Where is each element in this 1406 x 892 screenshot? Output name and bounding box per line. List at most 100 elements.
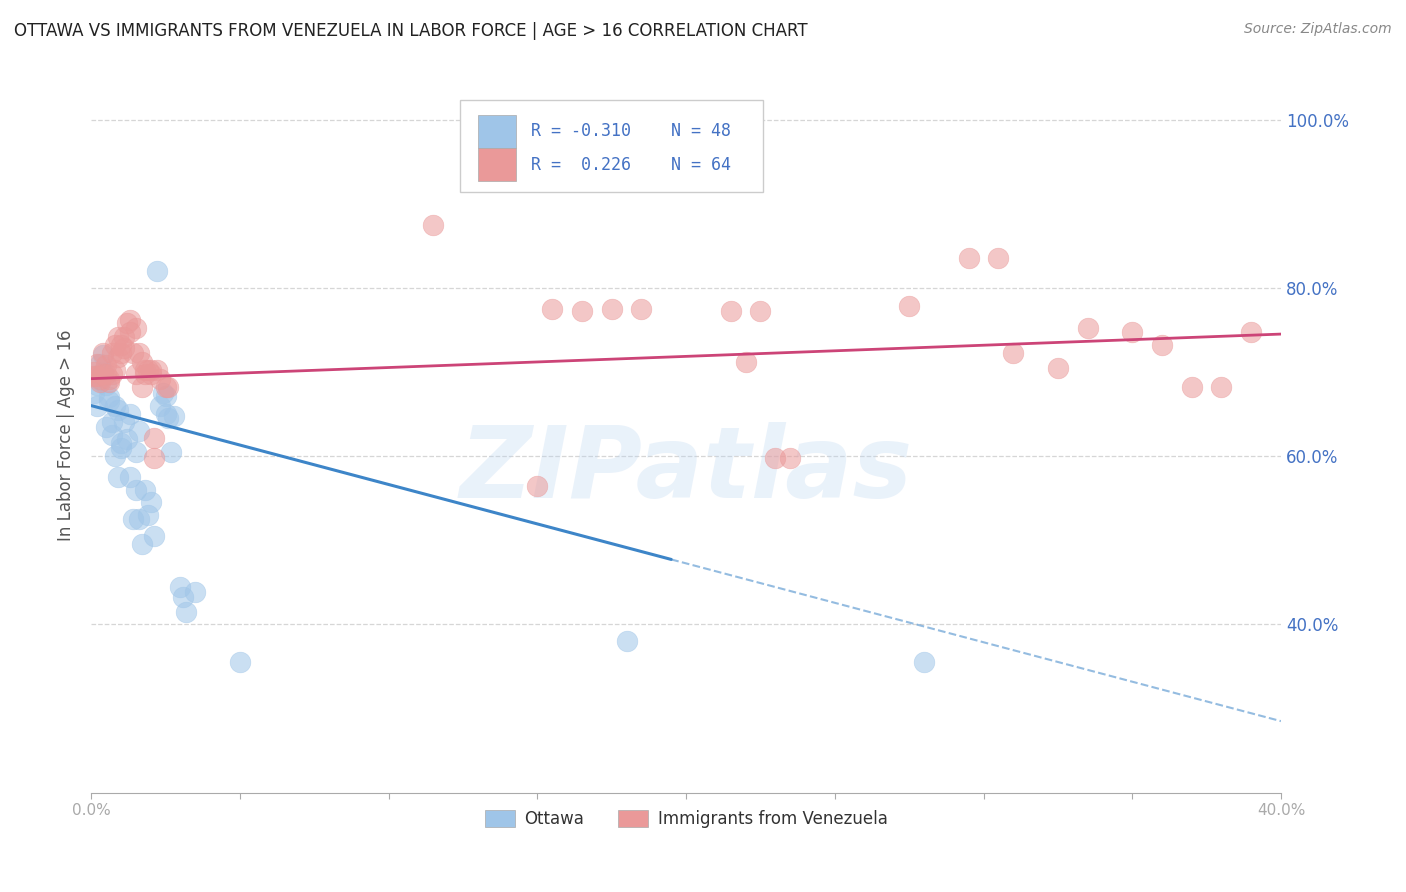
Point bbox=[86, 357, 108, 371]
Point bbox=[957, 252, 980, 266]
Point bbox=[1121, 325, 1143, 339]
Point bbox=[1150, 338, 1173, 352]
Point bbox=[98, 390, 121, 404]
Point bbox=[1211, 380, 1233, 394]
Point bbox=[101, 428, 124, 442]
Point bbox=[121, 346, 143, 360]
Point bbox=[779, 450, 801, 465]
Point bbox=[125, 483, 148, 497]
Point bbox=[89, 372, 111, 386]
Point bbox=[136, 508, 159, 522]
Point bbox=[115, 316, 138, 330]
Point bbox=[107, 470, 129, 484]
Point bbox=[157, 411, 180, 425]
Point bbox=[104, 338, 127, 352]
Point bbox=[139, 363, 162, 377]
Point bbox=[600, 301, 623, 316]
Y-axis label: In Labor Force | Age > 16: In Labor Force | Age > 16 bbox=[58, 329, 75, 541]
Point bbox=[145, 264, 167, 278]
Point bbox=[91, 348, 114, 362]
Point bbox=[94, 377, 117, 392]
Point bbox=[98, 375, 121, 389]
Point bbox=[630, 301, 652, 316]
Point bbox=[148, 372, 170, 386]
Point bbox=[110, 436, 132, 450]
Point bbox=[134, 367, 156, 381]
Point bbox=[118, 312, 141, 326]
Point bbox=[142, 431, 165, 445]
Point bbox=[155, 388, 177, 402]
Point bbox=[104, 399, 127, 413]
Point bbox=[118, 325, 141, 339]
Point bbox=[131, 380, 153, 394]
Point bbox=[176, 605, 198, 619]
Point bbox=[142, 450, 165, 465]
FancyBboxPatch shape bbox=[478, 148, 516, 181]
Point bbox=[107, 350, 129, 364]
Point bbox=[91, 367, 114, 381]
Point bbox=[134, 363, 156, 377]
Text: R =  0.226    N = 64: R = 0.226 N = 64 bbox=[531, 156, 731, 174]
Point bbox=[128, 346, 150, 360]
Point bbox=[169, 580, 191, 594]
Point bbox=[148, 399, 170, 413]
Text: OTTAWA VS IMMIGRANTS FROM VENEZUELA IN LABOR FORCE | AGE > 16 CORRELATION CHART: OTTAWA VS IMMIGRANTS FROM VENEZUELA IN L… bbox=[14, 22, 807, 40]
Point bbox=[131, 537, 153, 551]
Point bbox=[94, 367, 117, 381]
Point bbox=[83, 386, 105, 401]
Point bbox=[118, 470, 141, 484]
Point bbox=[160, 445, 183, 459]
Point bbox=[616, 634, 638, 648]
Point bbox=[145, 363, 167, 377]
Text: ZIPatlas: ZIPatlas bbox=[460, 422, 912, 519]
Point bbox=[101, 346, 124, 360]
Point bbox=[155, 407, 177, 421]
Point bbox=[91, 365, 114, 379]
Point bbox=[720, 304, 742, 318]
Point bbox=[139, 495, 162, 509]
Point bbox=[1002, 346, 1025, 360]
Point bbox=[128, 424, 150, 438]
Point bbox=[104, 449, 127, 463]
Point bbox=[118, 407, 141, 421]
Point bbox=[104, 363, 127, 377]
Point bbox=[229, 655, 252, 669]
Point bbox=[125, 367, 148, 381]
Point bbox=[86, 377, 108, 392]
Point bbox=[112, 342, 135, 356]
Point bbox=[94, 358, 117, 372]
Point bbox=[1240, 325, 1263, 339]
Point bbox=[898, 299, 921, 313]
Point bbox=[107, 329, 129, 343]
Legend: Ottawa, Immigrants from Venezuela: Ottawa, Immigrants from Venezuela bbox=[478, 803, 894, 834]
Point bbox=[749, 304, 772, 318]
Point bbox=[1181, 380, 1204, 394]
Point bbox=[115, 432, 138, 446]
FancyBboxPatch shape bbox=[478, 115, 516, 147]
Point bbox=[541, 301, 564, 316]
Point bbox=[763, 450, 786, 465]
Point bbox=[86, 369, 108, 384]
Point bbox=[98, 394, 121, 409]
Text: R = -0.310    N = 48: R = -0.310 N = 48 bbox=[531, 122, 731, 140]
Point bbox=[139, 367, 162, 381]
Point bbox=[83, 369, 105, 384]
Point bbox=[89, 357, 111, 371]
Point bbox=[157, 380, 180, 394]
Point bbox=[136, 363, 159, 377]
Point bbox=[131, 355, 153, 369]
Point bbox=[734, 355, 756, 369]
Point bbox=[94, 419, 117, 434]
Point bbox=[128, 512, 150, 526]
Point bbox=[110, 441, 132, 455]
FancyBboxPatch shape bbox=[460, 100, 763, 192]
Point bbox=[142, 529, 165, 543]
Point bbox=[184, 585, 207, 599]
Point bbox=[172, 591, 194, 605]
Point bbox=[1077, 321, 1099, 335]
Point bbox=[163, 409, 186, 423]
Point bbox=[152, 386, 174, 401]
Text: Source: ZipAtlas.com: Source: ZipAtlas.com bbox=[1244, 22, 1392, 37]
Point bbox=[101, 416, 124, 430]
Point bbox=[101, 367, 124, 381]
